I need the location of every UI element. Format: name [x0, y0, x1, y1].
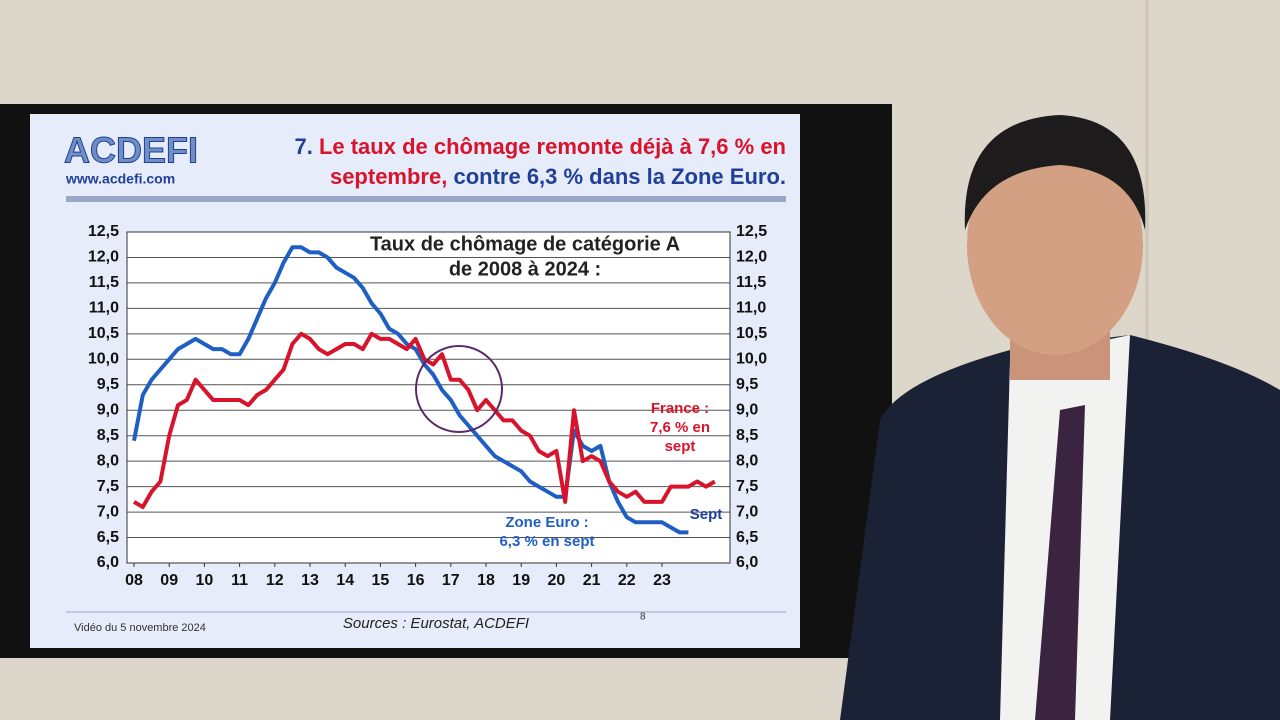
heading-part: Le taux de chômage remonte déjà à 7,6 % … — [319, 134, 786, 159]
y2-tick-label: 7,0 — [736, 503, 758, 520]
y2-tick-label: 12,5 — [736, 223, 767, 240]
x-tick-label: 20 — [548, 572, 566, 589]
y2-tick-label: 10,5 — [736, 325, 767, 342]
heading: 7. Le taux de chômage remonte déjà à 7,6… — [294, 134, 786, 189]
y2-tick-label: 9,0 — [736, 401, 758, 418]
x-tick-label: 12 — [266, 572, 284, 589]
y-tick-label: 8,0 — [97, 452, 119, 469]
y-tick-label: 6,0 — [97, 554, 119, 571]
y-tick-label: 9,5 — [97, 376, 119, 393]
y2-tick-label: 6,5 — [736, 529, 758, 546]
y2-tick-label: 7,5 — [736, 478, 758, 495]
heading-line: 7. Le taux de chômage remonte déjà à 7,6… — [294, 134, 786, 159]
y2-tick-label: 11,5 — [736, 274, 766, 291]
y-tick-label: 7,5 — [97, 478, 119, 495]
plot: 6,0 6,0 6,5 6,5 7,0 7,0 7,5 7,5 8,0 8,0 8,5 8,5 9,0 9… — [88, 223, 767, 589]
y2-tick-label: 12,0 — [736, 249, 767, 266]
x-tick-label: 13 — [301, 572, 319, 589]
annotation: 6,3 % en sept — [499, 533, 594, 550]
annotation: sept — [665, 438, 696, 455]
website: www.acdefi.com — [65, 171, 175, 187]
y2-tick-label: 11,0 — [736, 300, 766, 317]
x-tick-label: 11 — [231, 572, 248, 589]
highlight-circle — [415, 345, 503, 433]
y-tick-label: 11,0 — [89, 300, 119, 317]
plot-area — [127, 232, 730, 563]
heading-part: 7. — [294, 134, 312, 159]
x-tick-label: 23 — [653, 572, 671, 589]
y-tick-label: 12,0 — [88, 249, 119, 266]
y2-tick-label: 8,0 — [736, 452, 758, 469]
annotation: Zone Euro : — [505, 514, 588, 531]
footer-date: Vidéo du 5 novembre 2024 — [74, 622, 206, 634]
chart-title: Taux de chômage de catégorie A — [370, 233, 680, 255]
x-tick-label: 19 — [512, 572, 530, 589]
x-tick-label: 22 — [618, 572, 636, 589]
x-tick-label: 08 — [125, 572, 143, 589]
y-tick-label: 9,0 — [97, 401, 119, 418]
x-tick-label: 17 — [442, 572, 460, 589]
heading-line: septembre, contre 6,3 % dans la Zone Eur… — [330, 164, 786, 189]
heading-part: septembre, — [330, 164, 447, 189]
x-tick-label: 16 — [407, 572, 425, 589]
x-tick-label: 10 — [196, 572, 214, 589]
chart-title: de 2008 à 2024 : — [449, 258, 601, 280]
tie — [1035, 405, 1085, 720]
y-tick-label: 10,5 — [88, 325, 119, 342]
face — [967, 135, 1143, 355]
heading-part: contre 6,3 % dans la Zone Euro. — [453, 164, 786, 189]
y2-tick-label: 8,5 — [736, 427, 758, 444]
y2-tick-label: 9,5 — [736, 376, 758, 393]
presenter — [840, 115, 1280, 720]
y-tick-label: 12,5 — [88, 223, 119, 240]
annotation: France : — [651, 400, 709, 417]
y-tick-label: 11,5 — [89, 274, 119, 291]
x-tick-label: 21 — [583, 572, 601, 589]
x-tick-label: 15 — [372, 572, 390, 589]
y-tick-label: 10,0 — [88, 351, 119, 368]
y2-tick-label: 10,0 — [736, 351, 767, 368]
x-tick-label: 09 — [160, 572, 178, 589]
x-tick-label: 14 — [336, 572, 354, 589]
x-tick-label: 18 — [477, 572, 495, 589]
page-number: 8 — [640, 612, 646, 623]
y-tick-label: 6,5 — [97, 529, 119, 546]
plot-border — [126, 231, 731, 564]
annotation: Sept — [690, 506, 723, 523]
hair — [964, 115, 1146, 230]
y-tick-label: 7,0 — [97, 503, 119, 520]
header-rule — [66, 196, 786, 202]
logo: ACDEFI — [64, 130, 198, 171]
annotation: 7,6 % en — [650, 419, 710, 436]
series-line — [132, 331, 716, 509]
y-tick-label: 8,5 — [97, 427, 119, 444]
y2-tick-label: 6,0 — [736, 554, 758, 571]
footer-source: Sources : Eurostat, ACDEFI — [343, 615, 529, 632]
